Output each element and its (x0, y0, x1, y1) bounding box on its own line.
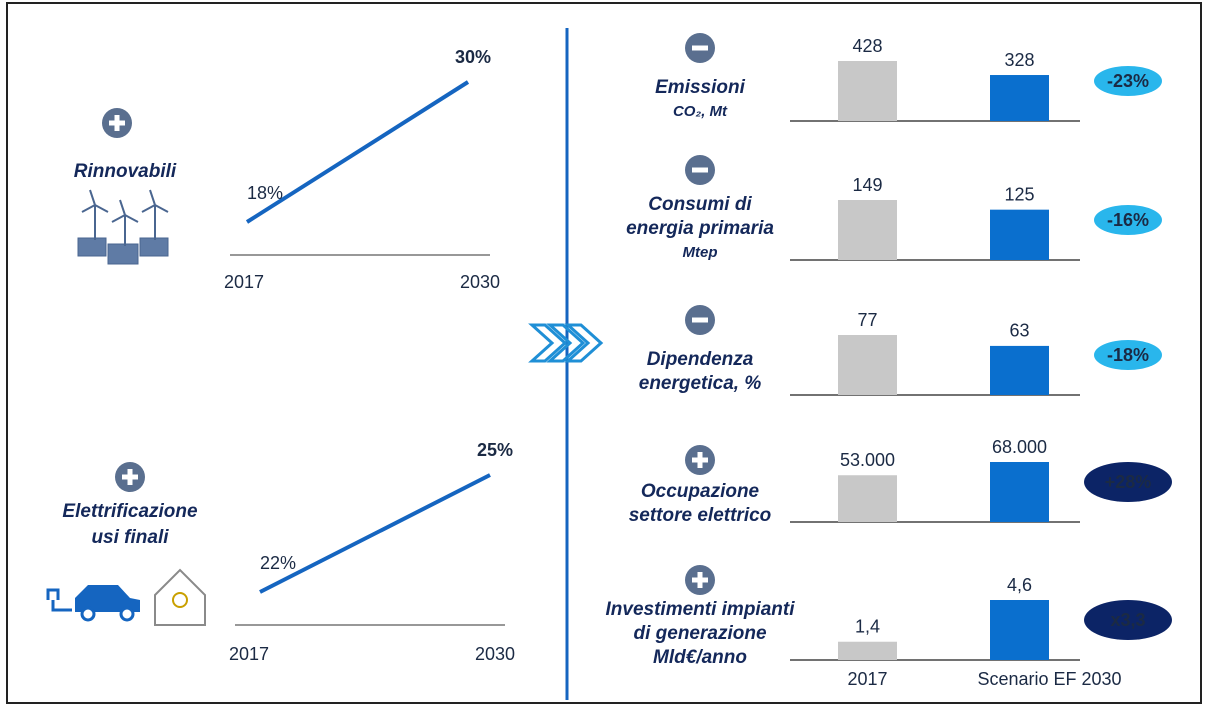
badge (1094, 205, 1162, 235)
sign-bar (127, 469, 133, 485)
line (245, 80, 470, 224)
sign-bar (697, 452, 703, 468)
badge-label: -16% (1107, 210, 1149, 230)
badge-label: -23% (1107, 71, 1149, 91)
title: Occupazione (641, 481, 760, 502)
sign-bar (692, 317, 708, 323)
value-label: 68.000 (992, 437, 1047, 457)
car-house-icon (46, 568, 206, 626)
bar (990, 600, 1049, 660)
subtitle: CO₂, Mt (673, 103, 728, 120)
sign-bar (692, 167, 708, 173)
title: usi finali (91, 527, 169, 548)
value-label: 125 (1004, 184, 1034, 204)
bar (990, 75, 1049, 121)
value-label: 1,4 (855, 616, 880, 636)
title: Emissioni (655, 77, 745, 98)
wind-solar-icon (77, 189, 169, 265)
bar (838, 641, 897, 660)
value-label: 53.000 (840, 450, 895, 470)
value-label: 77 (857, 310, 877, 330)
badge (1084, 600, 1172, 640)
badge-label: -18% (1107, 345, 1149, 365)
title: di generazione (633, 623, 766, 644)
line (259, 473, 491, 594)
title: Rinnovabili (74, 161, 177, 182)
title: settore elettrico (629, 505, 772, 526)
title: Mld€/anno (653, 647, 747, 668)
title: Elettrificazione (62, 501, 198, 522)
sign-bar (692, 45, 708, 51)
title: energetica, % (639, 373, 762, 394)
badge-label: x3,3 (1110, 610, 1145, 630)
sign-bar (697, 572, 703, 588)
bar (990, 345, 1049, 395)
bar (838, 200, 897, 260)
value-label: 18% (247, 183, 283, 203)
value-label: 428 (852, 36, 882, 56)
value-label: 149 (852, 175, 882, 195)
badge (1094, 66, 1162, 96)
x-tick-label: 2030 (475, 644, 515, 664)
x-tick-label: 2017 (224, 272, 264, 292)
value-label: 328 (1004, 50, 1034, 70)
subtitle: Mtep (683, 244, 718, 261)
badge-label: +28% (1105, 472, 1152, 492)
value-label: 30% (455, 47, 491, 67)
x-tick-label: Scenario EF 2030 (977, 669, 1121, 689)
sign-bar (114, 115, 120, 131)
x-tick-label: 2030 (460, 272, 500, 292)
bar (838, 335, 897, 395)
value-label: 25% (477, 440, 513, 460)
value-label: 63 (1009, 321, 1029, 341)
bar (838, 61, 897, 121)
bar (838, 475, 897, 522)
title: Investimenti impianti (606, 599, 796, 620)
x-tick-label: 2017 (229, 644, 269, 664)
badge (1094, 340, 1162, 370)
chevrons (528, 323, 604, 363)
bar (990, 209, 1049, 260)
title: energia primaria (626, 218, 774, 239)
x-tick-label: 2017 (847, 669, 887, 689)
title: Dipendenza (647, 349, 754, 370)
title: Consumi di (648, 194, 752, 215)
badge (1084, 462, 1172, 502)
value-label: 22% (260, 553, 296, 573)
bar (990, 462, 1049, 522)
value-label: 4,6 (1007, 575, 1032, 595)
